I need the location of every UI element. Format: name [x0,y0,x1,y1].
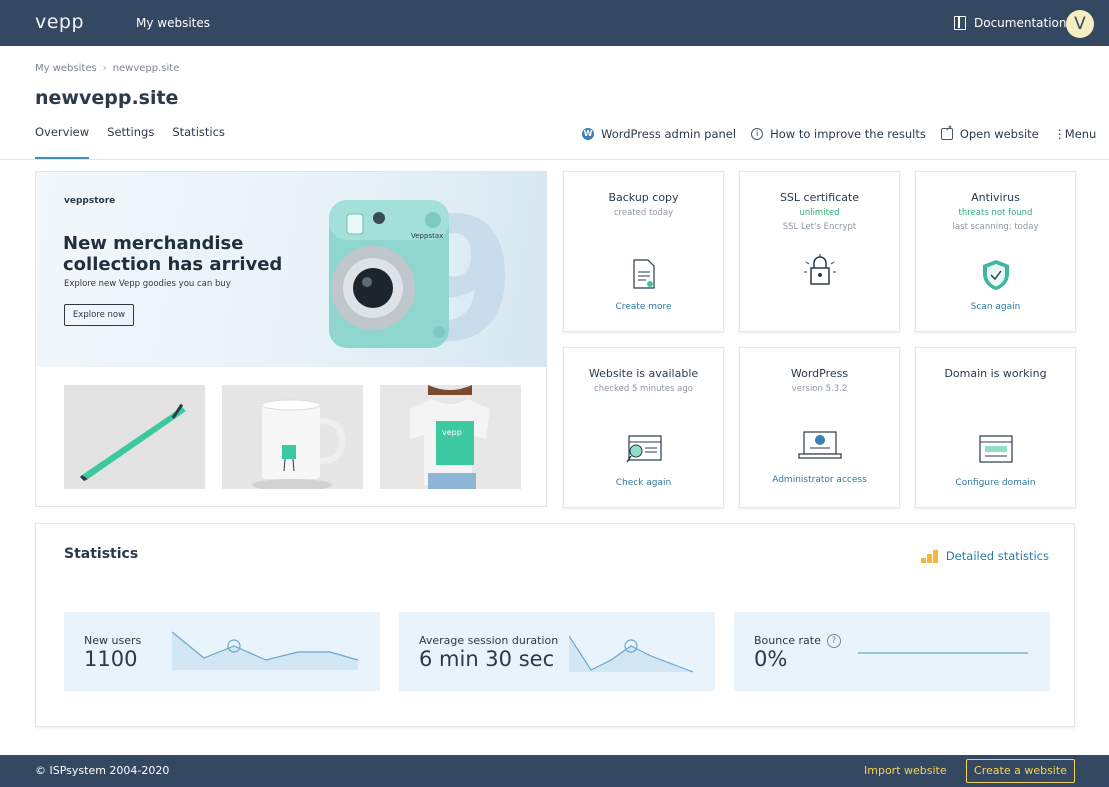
antivirus-title: Antivirus [971,191,1020,204]
bounce-rate-sparkline [858,652,1028,654]
bounce-rate-value: 0% [754,647,788,671]
breadcrumb-my-websites[interactable]: My websites [35,63,97,74]
shirt-logo: vepp [442,428,462,437]
administrator-access-link[interactable]: Administrator access [772,475,867,485]
availability-status: checked 5 minutes ago [594,384,693,394]
info-icon: i [751,128,764,140]
wordpress-title: WordPress [790,367,849,380]
wordpress-version: version 5.3.2 [791,384,848,394]
ssl-title: SSL certificate [779,191,860,204]
document-icon [632,259,655,289]
promo-headline: New merchandise collection has arrived [63,233,283,275]
wordpress-icon: W [582,128,594,140]
menu-label: Menu [1064,127,1097,141]
promo-banner: 9 veppstore New merchandise collection h… [35,171,547,507]
breadcrumb-current: newvepp.site [112,63,180,74]
open-website-label: Open website [959,127,1039,141]
menu-button[interactable]: ⋮ Menu [1054,127,1097,141]
new-users-label: New users [84,634,142,647]
page-title: newvepp.site [35,87,179,109]
new-users-value: 1100 [84,647,138,671]
check-again-link[interactable]: Check again [615,478,672,488]
avg-session-metric: Average session duration 6 min 30 sec [399,612,715,691]
backup-title: Backup copy [608,191,679,204]
tshirt-product-image[interactable]: vepp [380,385,521,489]
antivirus-last-scan: last scanning: today [952,222,1039,232]
tab-settings[interactable]: Settings [107,125,155,139]
domain-title: Domain is working [944,367,1047,380]
scan-again-link[interactable]: Scan again [970,302,1021,312]
pen-product-image[interactable] [64,385,205,489]
statistics-title: Statistics [64,546,139,562]
open-website-link[interactable]: Open website [940,124,1039,141]
mug-product-image[interactable] [222,385,363,489]
avg-session-sparkline [569,635,694,673]
statistics-panel: Statistics Detailed statistics New users… [35,523,1075,727]
product-thumbnails: vepp [64,385,521,489]
breadcrumb-separator: › [102,63,107,74]
monitor-search-icon [625,435,662,463]
shield-icon [982,260,1009,290]
promo-hero: 9 veppstore New merchandise collection h… [36,172,546,367]
create-more-link[interactable]: Create more [615,302,672,312]
book-icon [954,16,966,30]
detailed-statistics-label: Detailed statistics [945,549,1049,563]
backup-status: created today [613,208,674,218]
top-navigation-bar: vepp My websites Documentation V [0,0,1109,46]
wordpress-card: WordPress version 5.3.2 Administrator ac… [739,347,900,508]
bar-chart-icon [920,549,938,563]
bounce-rate-label: Bounce rate [754,634,821,647]
header-divider [0,159,1109,160]
documentation-link[interactable]: Documentation [954,16,1067,30]
import-website-link[interactable]: Import website [864,764,947,777]
new-users-metric: New users 1100 [64,612,380,691]
breadcrumb: My websites › newvepp.site [35,63,179,74]
domain-card: Domain is working Configure domain [915,347,1076,508]
tab-statistics[interactable]: Statistics [172,125,225,139]
bounce-rate-metric: Bounce rate? 0% [734,612,1050,691]
vertical-dots-icon: ⋮ [1053,127,1066,141]
instant-camera-image: Veppstax [329,200,449,348]
availability-card: Website is available checked 5 minutes a… [563,347,724,508]
promo-subtext: Explore new Vepp goodies you can buy [64,279,231,289]
browser-window-icon [978,435,1013,463]
ssl-provider: SSL Let's Encrypt [782,222,857,232]
copyright: © ISPsystem 2004-2020 [35,764,170,777]
antivirus-card: Antivirus threats not found last scannin… [915,171,1076,332]
backup-card: Backup copy created today Create more [563,171,724,332]
detailed-statistics-link[interactable]: Detailed statistics [920,549,1049,563]
padlock-icon [803,254,836,285]
help-icon[interactable]: ? [826,634,841,648]
vepp-logo[interactable]: vepp [35,11,85,33]
bounce-rate-label-wrap: Bounce rate? [754,634,841,648]
user-avatar[interactable]: V [1066,10,1094,38]
improve-label: How to improve the results [770,127,926,141]
availability-title: Website is available [588,367,699,380]
antivirus-status: threats not found [958,208,1033,218]
documentation-label: Documentation [974,16,1067,30]
new-users-sparkline [172,631,359,670]
wp-admin-panel-link[interactable]: W WordPress admin panel [582,127,736,141]
tab-overview[interactable]: Overview [35,125,90,159]
improve-results-link[interactable]: i How to improve the results [751,127,926,141]
header-actions: W WordPress admin panel i How to improve… [582,124,1097,141]
configure-domain-link[interactable]: Configure domain [955,478,1036,488]
external-link-icon [940,124,953,140]
ssl-card: SSL certificate unlimited SSL Let's Encr… [739,171,900,332]
tab-bar: Overview Settings Statistics [35,125,243,159]
promo-brand: veppstore [64,196,116,206]
wp-admin-label: WordPress admin panel [601,127,737,141]
ssl-status: unlimited [799,208,840,218]
avg-session-label: Average session duration [419,634,559,647]
explore-now-button[interactable]: Explore now [64,304,134,326]
camera-brand: Veppstax [411,232,443,240]
laptop-wordpress-icon [797,431,842,459]
nav-my-websites[interactable]: My websites [136,16,211,30]
avg-session-value: 6 min 30 sec [419,647,555,671]
footer: © ISPsystem 2004-2020 Import website Cre… [0,755,1109,787]
create-website-button[interactable]: Create a website [966,759,1075,783]
